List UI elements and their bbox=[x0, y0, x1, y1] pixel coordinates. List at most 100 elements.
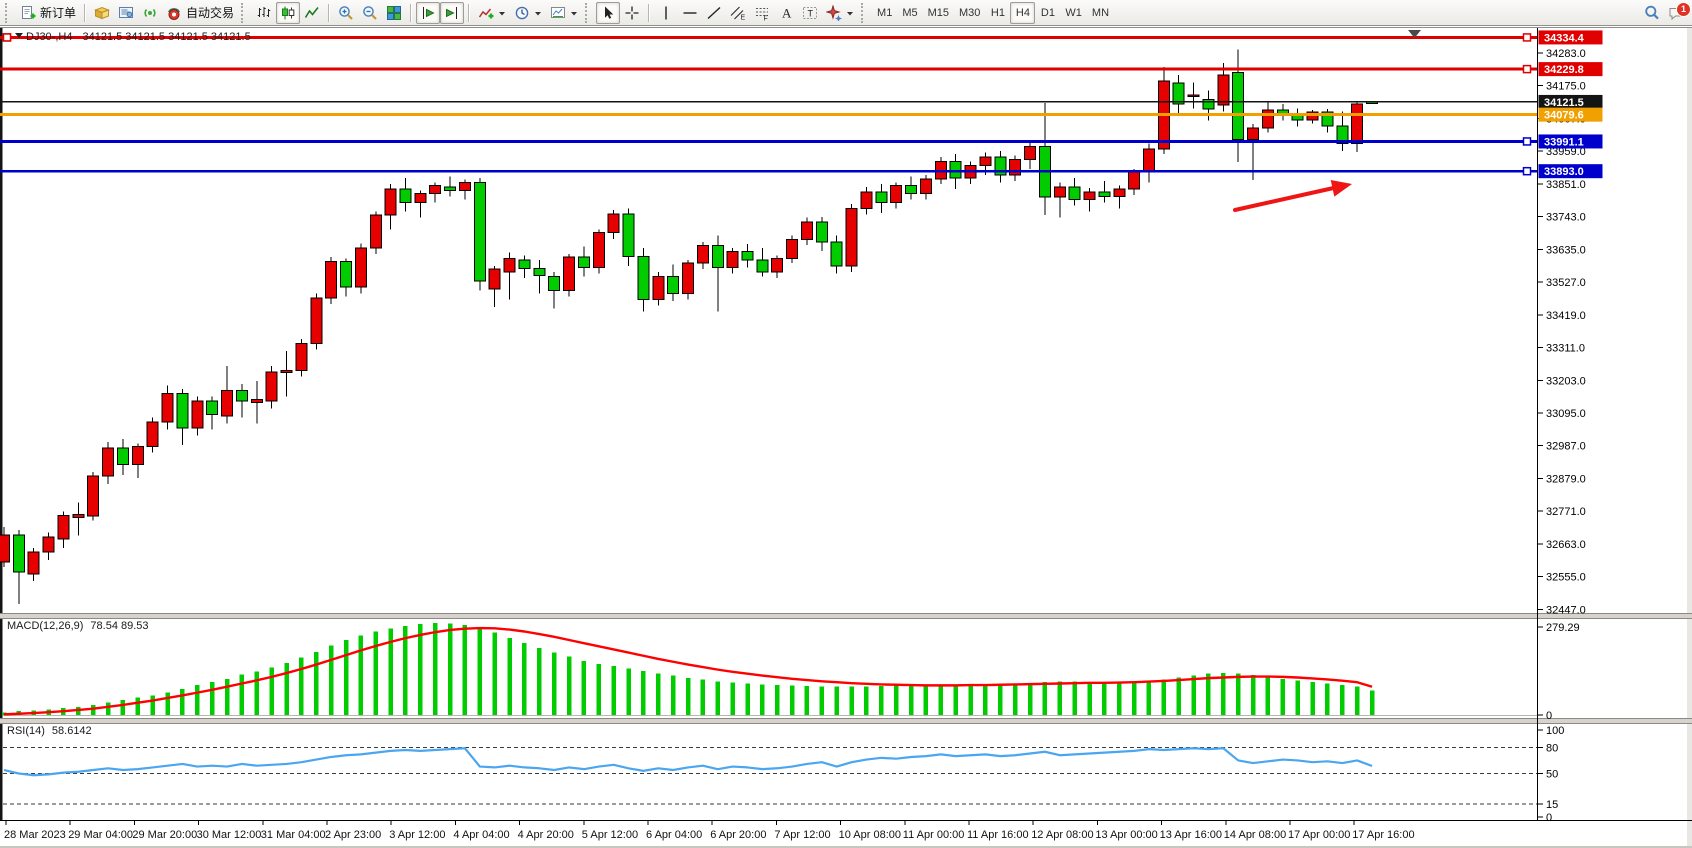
chart-shift-button[interactable] bbox=[416, 1, 441, 24]
bar-chart-button[interactable] bbox=[252, 2, 276, 24]
price-tick-label: 33743.0 bbox=[1546, 212, 1586, 224]
macd-values: 78.54 89.53 bbox=[90, 620, 149, 632]
line-drag-handle[interactable] bbox=[1522, 33, 1532, 42]
annotation-arrow[interactable] bbox=[1233, 185, 1340, 212]
linechart-icon bbox=[304, 5, 320, 21]
candle-bearish bbox=[206, 400, 219, 416]
clock-icon bbox=[514, 5, 530, 21]
candle-bullish bbox=[845, 207, 858, 267]
cursor-icon bbox=[600, 5, 616, 21]
market-watch-button[interactable] bbox=[114, 2, 138, 24]
chevron-down-icon[interactable] bbox=[498, 5, 506, 21]
chevron-down-icon[interactable] bbox=[534, 5, 542, 21]
vertical-line-button[interactable] bbox=[654, 2, 678, 24]
time-tick-label: 29 Mar 04:00 bbox=[68, 829, 133, 841]
price-tick-label: 32663.0 bbox=[1546, 539, 1586, 551]
timeframe-m15-button[interactable]: M15 bbox=[923, 2, 954, 24]
time-tick-label: 6 Apr 04:00 bbox=[646, 829, 702, 841]
candle-bullish bbox=[696, 244, 709, 264]
vline-icon bbox=[658, 5, 674, 21]
chat-button[interactable]: 1 bbox=[1664, 1, 1691, 24]
text-label-button[interactable]: T bbox=[798, 2, 822, 24]
time-tick-label: 2 Apr 23:00 bbox=[325, 829, 381, 841]
chart-shift-marker[interactable] bbox=[1408, 30, 1421, 38]
toolbar-drag-handle[interactable] bbox=[5, 2, 10, 23]
candle-bullish bbox=[250, 398, 263, 403]
line-drag-handle[interactable] bbox=[1522, 137, 1532, 146]
candle-bearish bbox=[176, 392, 189, 429]
equidistant-channel-button[interactable]: E bbox=[726, 2, 750, 24]
templates-button[interactable] bbox=[546, 2, 582, 24]
candle-bullish bbox=[102, 447, 115, 477]
svg-text:T: T bbox=[808, 8, 814, 18]
new-order-button[interactable]: 新订单 bbox=[16, 2, 80, 24]
candle-bullish bbox=[979, 156, 992, 166]
candle-bullish bbox=[1053, 186, 1066, 198]
horizontal-line-button[interactable] bbox=[678, 2, 702, 24]
candle-bullish bbox=[384, 188, 397, 216]
macd-axis-label: 279.29 bbox=[1546, 622, 1580, 634]
timeframe-m30-button[interactable]: M30 bbox=[954, 2, 985, 24]
zoom-in-icon bbox=[338, 5, 354, 21]
timeframe-w1-button[interactable]: W1 bbox=[1060, 2, 1087, 24]
timeframe-m1-button[interactable]: M1 bbox=[872, 2, 897, 24]
annotation-arrow-head[interactable] bbox=[1330, 180, 1352, 197]
toolbar-separator bbox=[648, 3, 651, 22]
timeframe-mn-button[interactable]: MN bbox=[1087, 2, 1114, 24]
fibonacci-button[interactable]: F bbox=[750, 2, 774, 24]
price-badge bbox=[1538, 164, 1603, 179]
toolbar-separator bbox=[328, 3, 331, 22]
toolbar-drag-handle[interactable] bbox=[241, 2, 246, 23]
price-badge-label: 33893.0 bbox=[1544, 166, 1584, 178]
price-tick-label: 32447.0 bbox=[1546, 604, 1586, 616]
candle-bullish bbox=[325, 260, 338, 299]
cursor-button[interactable] bbox=[596, 1, 621, 24]
toolbar-drag-handle[interactable] bbox=[585, 2, 590, 23]
arrow-objects-button[interactable] bbox=[822, 2, 858, 24]
indicators-button[interactable] bbox=[474, 2, 510, 24]
candle-bearish bbox=[399, 188, 412, 203]
candle-bullish bbox=[0, 534, 10, 563]
price-tick-label: 33851.0 bbox=[1546, 179, 1586, 191]
timeframe-h1-button[interactable]: H1 bbox=[985, 2, 1010, 24]
panel-separator[interactable] bbox=[0, 614, 1692, 618]
candlestick-chart-button[interactable] bbox=[276, 1, 301, 24]
periods-button[interactable] bbox=[510, 2, 546, 24]
time-tick-label: 28 Mar 2023 bbox=[4, 829, 66, 841]
candle-bearish bbox=[533, 267, 546, 277]
timeframe-m5-button[interactable]: M5 bbox=[897, 2, 922, 24]
auto-scroll-button[interactable] bbox=[440, 1, 465, 24]
price-badge-label: 34229.8 bbox=[1544, 64, 1584, 76]
panel-separator[interactable] bbox=[0, 719, 1692, 723]
macd-indicator-label: MACD(12,26,9) 78.54 89.53 bbox=[7, 620, 149, 632]
crosshair-button[interactable] bbox=[620, 2, 644, 24]
text-button[interactable]: A bbox=[774, 2, 798, 24]
chevron-down-icon[interactable] bbox=[570, 5, 578, 21]
candle-bullish bbox=[682, 262, 695, 294]
zoom-in-button[interactable] bbox=[334, 2, 358, 24]
line-chart-button[interactable] bbox=[300, 2, 324, 24]
candle-bullish bbox=[1187, 94, 1200, 98]
crosshair-icon bbox=[624, 5, 640, 21]
toolbar-separator bbox=[468, 3, 471, 22]
profiles-button[interactable] bbox=[90, 2, 114, 24]
candle-bearish bbox=[1172, 82, 1185, 105]
tile-windows-button[interactable] bbox=[382, 2, 406, 24]
chevron-down-icon[interactable] bbox=[846, 5, 854, 21]
candle-bearish bbox=[12, 534, 25, 573]
auto-trading-button[interactable]: 自动交易 bbox=[162, 2, 238, 24]
search-button[interactable] bbox=[1640, 2, 1664, 24]
trendline-button[interactable] bbox=[702, 2, 726, 24]
toolbar-drag-handle[interactable] bbox=[861, 2, 866, 23]
candle-bearish bbox=[548, 276, 561, 291]
line-drag-handle[interactable] bbox=[1522, 64, 1532, 74]
line-drag-handle[interactable] bbox=[2, 33, 12, 42]
price-tick-label: 34175.0 bbox=[1546, 81, 1586, 93]
signals-button[interactable] bbox=[138, 2, 162, 24]
zoom-out-button[interactable] bbox=[358, 2, 382, 24]
timeframe-h4-button[interactable]: H4 bbox=[1010, 1, 1036, 24]
candle-bearish bbox=[1321, 111, 1334, 127]
line-drag-handle[interactable] bbox=[1522, 166, 1532, 176]
timeframe-d1-button[interactable]: D1 bbox=[1035, 2, 1060, 24]
